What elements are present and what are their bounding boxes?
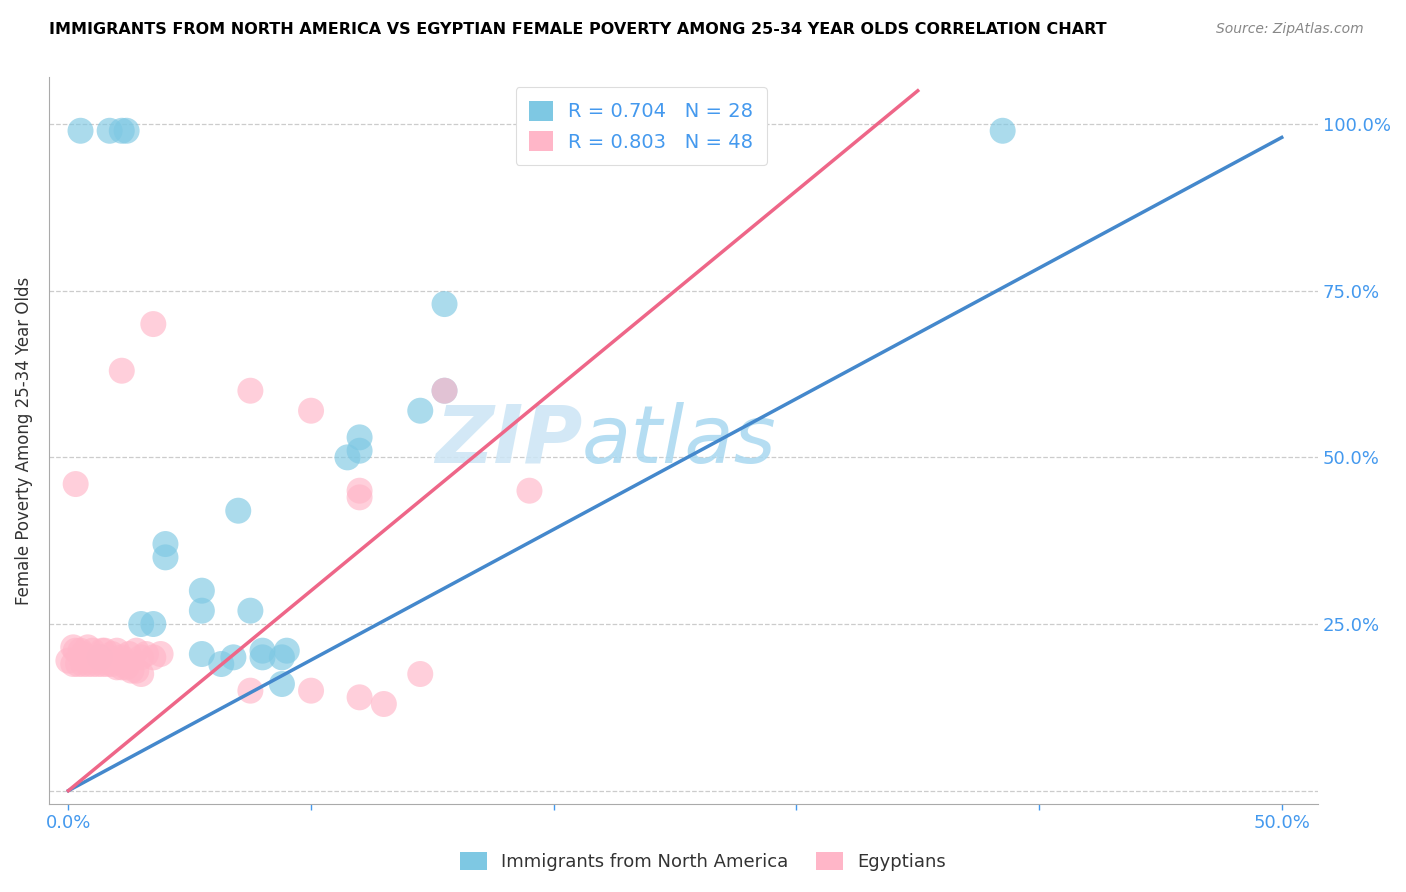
Point	[115, 660, 138, 674]
Point	[111, 650, 134, 665]
Point	[349, 430, 371, 444]
Point	[373, 697, 395, 711]
Point	[111, 124, 134, 138]
Point	[349, 483, 371, 498]
Point	[349, 491, 371, 505]
Point	[191, 647, 214, 661]
Point	[409, 403, 432, 417]
Text: ZIP: ZIP	[434, 401, 582, 480]
Point	[299, 683, 322, 698]
Point	[252, 650, 274, 665]
Point	[191, 583, 214, 598]
Point	[433, 297, 456, 311]
Point	[69, 124, 91, 138]
Point	[121, 664, 143, 678]
Point	[222, 650, 245, 665]
Point	[82, 657, 104, 671]
Point	[94, 643, 117, 657]
Y-axis label: Female Poverty Among 25-34 Year Olds: Female Poverty Among 25-34 Year Olds	[15, 277, 32, 605]
Point	[101, 657, 124, 671]
Point	[433, 384, 456, 398]
Point	[271, 650, 294, 665]
Point	[155, 537, 177, 551]
Point	[91, 643, 114, 657]
Legend: R = 0.704   N = 28, R = 0.803   N = 48: R = 0.704 N = 28, R = 0.803 N = 48	[516, 87, 766, 165]
Point	[65, 477, 87, 491]
Point	[105, 643, 128, 657]
Point	[111, 364, 134, 378]
Point	[86, 650, 108, 665]
Point	[276, 643, 298, 657]
Point	[62, 657, 84, 671]
Point	[76, 657, 98, 671]
Point	[82, 643, 104, 657]
Point	[129, 617, 152, 632]
Point	[135, 647, 157, 661]
Point	[239, 683, 262, 698]
Point	[69, 643, 91, 657]
Point	[129, 667, 152, 681]
Point	[142, 650, 165, 665]
Point	[72, 647, 94, 661]
Point	[336, 450, 359, 465]
Point	[118, 647, 141, 661]
Point	[191, 604, 214, 618]
Point	[239, 604, 262, 618]
Point	[299, 403, 322, 417]
Point	[226, 504, 249, 518]
Point	[125, 664, 148, 678]
Point	[409, 667, 432, 681]
Point	[142, 617, 165, 632]
Text: Source: ZipAtlas.com: Source: ZipAtlas.com	[1216, 22, 1364, 37]
Point	[101, 647, 124, 661]
Point	[67, 657, 90, 671]
Point	[89, 650, 111, 665]
Point	[349, 690, 371, 705]
Point	[991, 124, 1014, 138]
Point	[519, 483, 541, 498]
Point	[65, 643, 87, 657]
Point	[76, 640, 98, 655]
Point	[111, 660, 134, 674]
Point	[91, 657, 114, 671]
Point	[72, 657, 94, 671]
Point	[209, 657, 232, 671]
Point	[105, 660, 128, 674]
Point	[271, 677, 294, 691]
Point	[149, 647, 172, 661]
Legend: Immigrants from North America, Egyptians: Immigrants from North America, Egyptians	[453, 845, 953, 879]
Point	[58, 654, 80, 668]
Point	[86, 657, 108, 671]
Point	[252, 643, 274, 657]
Point	[142, 317, 165, 331]
Point	[96, 657, 118, 671]
Text: atlas: atlas	[582, 401, 776, 480]
Text: IMMIGRANTS FROM NORTH AMERICA VS EGYPTIAN FEMALE POVERTY AMONG 25-34 YEAR OLDS C: IMMIGRANTS FROM NORTH AMERICA VS EGYPTIA…	[49, 22, 1107, 37]
Point	[125, 643, 148, 657]
Point	[349, 443, 371, 458]
Point	[239, 384, 262, 398]
Point	[115, 124, 138, 138]
Point	[98, 124, 121, 138]
Point	[155, 550, 177, 565]
Point	[433, 384, 456, 398]
Point	[129, 650, 152, 665]
Point	[62, 640, 84, 655]
